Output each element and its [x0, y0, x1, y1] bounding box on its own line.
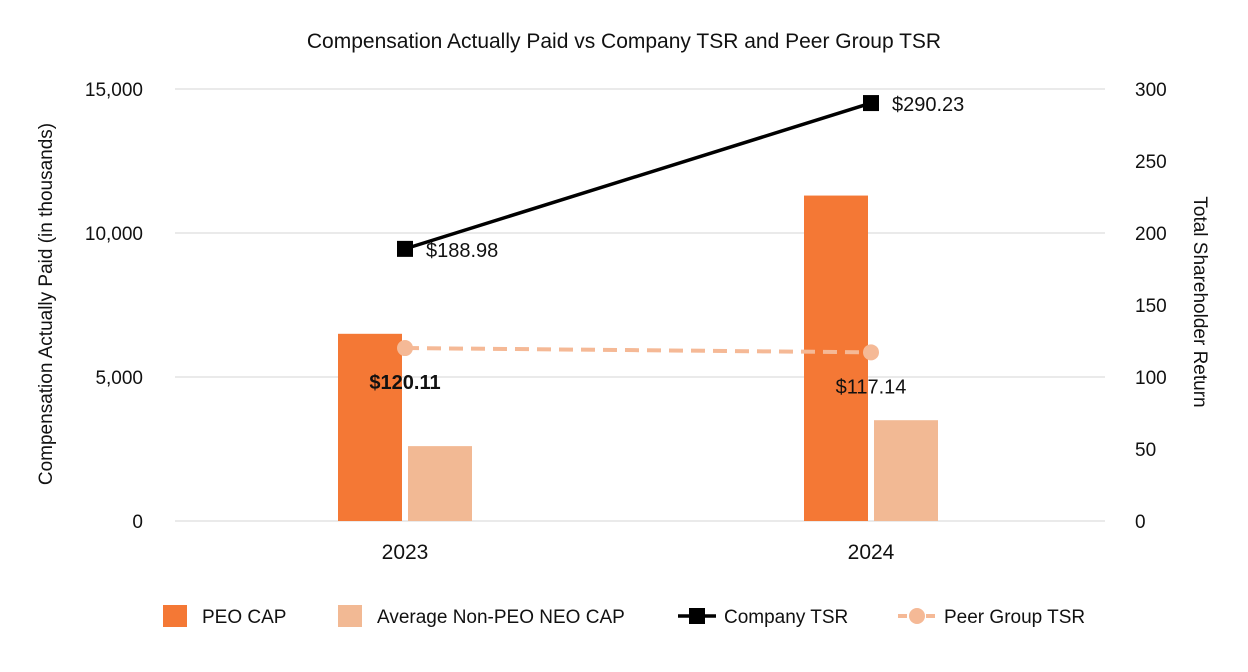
bar: [408, 446, 472, 521]
legend-swatch: [163, 605, 187, 627]
right-tick-label: 250: [1135, 152, 1167, 173]
lines: [397, 95, 879, 361]
bar: [338, 333, 402, 521]
left-tick-label: 5,000: [95, 368, 143, 389]
right-tick-label: 300: [1135, 80, 1167, 101]
right-tick-label: 150: [1135, 296, 1167, 317]
x-tick-label: 2023: [382, 541, 429, 564]
legend-label: Peer Group TSR: [944, 607, 1085, 628]
legend-swatch: [338, 605, 362, 627]
right-axis-label: Total Shareholder Return: [1189, 196, 1210, 407]
right-tick-label: 50: [1135, 440, 1156, 461]
data-label: $188.98: [426, 240, 498, 262]
x-tick-label: 2024: [848, 541, 895, 564]
x-axis-ticks: 2023 2024: [382, 541, 895, 564]
point-marker: [863, 344, 879, 361]
data-label: $117.14: [836, 376, 907, 398]
left-tick-label: 0: [132, 512, 143, 533]
right-tick-label: 200: [1135, 224, 1167, 245]
left-tick-label: 10,000: [85, 224, 143, 245]
right-tick-label: 0: [1135, 512, 1146, 533]
bar: [874, 420, 938, 521]
left-axis-label: Compensation Actually Paid (in thousands…: [36, 123, 57, 485]
left-tick-label: 15,000: [85, 80, 143, 101]
data-labels: $188.98 $290.23 $120.11 $117.14: [369, 94, 964, 398]
bars: [338, 195, 938, 521]
data-label: $120.11: [369, 372, 440, 394]
series-line: [404, 101, 872, 251]
point-marker: [863, 95, 879, 112]
legend-label: Average Non-PEO NEO CAP: [377, 607, 625, 628]
bar: [804, 195, 868, 521]
legend: PEO CAP Average Non-PEO NEO CAP Company TS…: [163, 605, 1085, 628]
series-line: [404, 346, 872, 355]
gridlines: [175, 88, 1105, 522]
point-marker: [397, 240, 413, 257]
chart-title: Compensation Actually Paid vs Company TS…: [307, 30, 941, 53]
right-axis-ticks: 0 50 100 150 200 250 300: [1135, 80, 1167, 533]
data-label: $290.23: [892, 94, 964, 116]
left-axis-ticks: 0 5,000 10,000 15,000: [85, 80, 143, 533]
legend-marker: [689, 608, 705, 624]
legend-label: Company TSR: [724, 607, 848, 628]
legend-marker: [909, 608, 925, 624]
point-marker: [397, 340, 413, 357]
legend-label: PEO CAP: [202, 607, 286, 628]
right-tick-label: 100: [1135, 368, 1167, 389]
